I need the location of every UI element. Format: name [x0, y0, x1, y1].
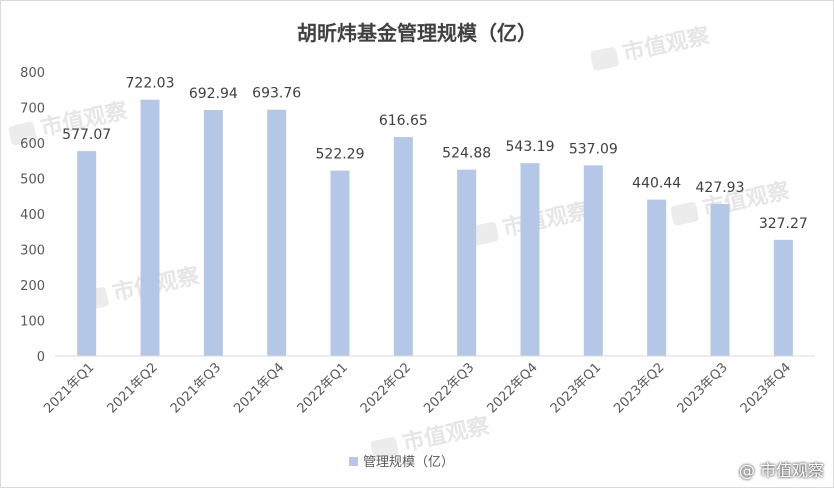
- x-tick-label: 2021年Q4: [231, 360, 287, 416]
- data-label: 577.07: [62, 127, 111, 143]
- bar: [520, 163, 540, 356]
- data-label: 693.76: [252, 86, 301, 102]
- bar: [203, 110, 223, 356]
- y-tick-label: 500: [20, 173, 45, 188]
- bar: [710, 204, 730, 356]
- x-tick-label: 2023年Q4: [738, 360, 794, 416]
- bar: [140, 99, 160, 356]
- x-tick-label: 2023年Q1: [548, 360, 604, 416]
- chart-title: 胡昕炜基金管理规模（亿）: [297, 21, 537, 45]
- y-tick-label: 700: [20, 102, 45, 117]
- credit-text: @ 市值观察: [738, 461, 824, 480]
- y-tick-label: 100: [20, 315, 45, 330]
- y-tick-label: 0: [37, 350, 45, 365]
- data-label: 537.09: [569, 141, 618, 157]
- x-tick-label: 2021年Q3: [168, 360, 224, 416]
- x-tick-label: 2023年Q3: [675, 360, 731, 416]
- y-tick-label: 300: [20, 244, 45, 259]
- x-tick-label: 2022年Q2: [358, 360, 414, 416]
- data-label: 327.27: [759, 216, 808, 232]
- y-tick-label: 600: [20, 137, 45, 152]
- bar: [393, 137, 413, 356]
- legend: 管理规模（亿）: [349, 455, 454, 470]
- bar: [583, 165, 603, 356]
- y-tick-label: 200: [20, 279, 45, 294]
- bar: [330, 170, 350, 356]
- data-label: 524.88: [442, 146, 491, 162]
- bar: [773, 239, 793, 356]
- legend-swatch: [349, 457, 358, 466]
- data-label: 692.94: [189, 86, 238, 102]
- x-tick-label: 2023年Q2: [611, 360, 667, 416]
- x-tick-label: 2022年Q4: [485, 360, 541, 416]
- data-label: 522.29: [316, 147, 365, 163]
- data-label: 440.44: [632, 176, 681, 192]
- bar: [267, 109, 287, 356]
- data-label: 722.03: [126, 76, 175, 92]
- legend-label: 管理规模（亿）: [363, 455, 454, 470]
- bar: [457, 169, 477, 356]
- data-label: 616.65: [379, 113, 428, 129]
- bar: [647, 199, 667, 356]
- y-tick-label: 800: [20, 66, 45, 81]
- x-tick-label: 2021年Q1: [41, 360, 97, 416]
- x-tick-label: 2022年Q1: [295, 360, 351, 416]
- x-tick-label: 2021年Q2: [105, 360, 161, 416]
- data-label: 427.93: [696, 180, 745, 196]
- y-tick-label: 400: [20, 208, 45, 223]
- bar: [77, 151, 97, 356]
- data-label: 543.19: [506, 139, 555, 155]
- x-tick-label: 2022年Q3: [421, 360, 477, 416]
